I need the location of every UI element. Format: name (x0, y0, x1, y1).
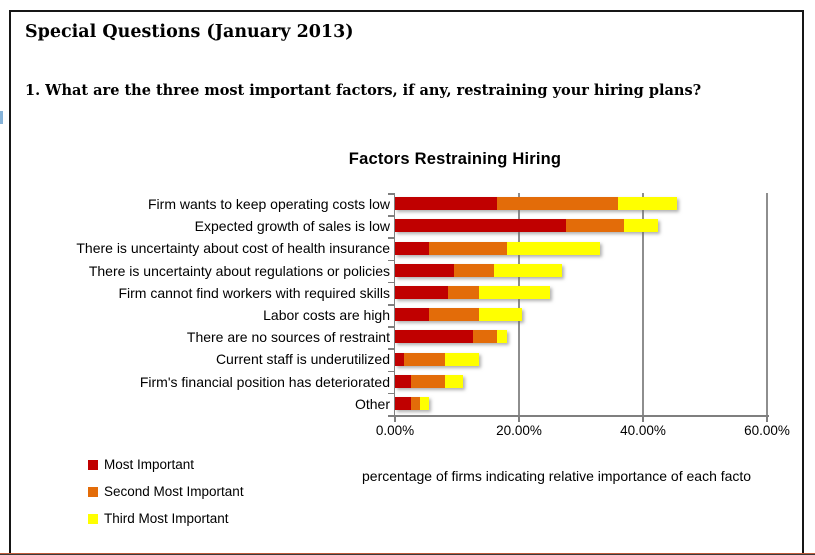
bar-segment (429, 241, 507, 255)
legend-item: Second Most Important (88, 478, 244, 505)
chart-title: Factors Restraining Hiring (348, 150, 562, 168)
category-label: There are no sources of restraint (186, 329, 390, 346)
bar-row (395, 393, 767, 415)
bar-segment (395, 308, 430, 322)
page-edge-artifact (0, 111, 3, 124)
y-axis-tick (388, 304, 395, 306)
gridline (518, 193, 520, 415)
bar-segment (472, 330, 498, 344)
x-axis-line (393, 415, 769, 417)
bar-row (395, 237, 767, 259)
bar-row (395, 326, 767, 348)
y-axis-tick (388, 348, 395, 350)
bar-segment (478, 308, 523, 322)
legend-item: Most Important (88, 451, 244, 478)
y-axis-tick (388, 193, 395, 195)
bar-segment (494, 263, 563, 277)
bar-segment (395, 352, 405, 366)
legend-item: Third Most Important (88, 505, 244, 532)
bar-segment (410, 374, 445, 388)
bar-segment (395, 330, 473, 344)
bar-segment (395, 197, 498, 211)
x-axis-tick (642, 417, 644, 422)
bar-row (395, 282, 767, 304)
bar-rows (395, 193, 767, 415)
y-axis-tick (388, 215, 395, 217)
question-text: 1. What are the three most important fac… (25, 82, 702, 99)
bar-segment (478, 285, 550, 299)
plot-area (395, 193, 768, 415)
bar-segment (410, 396, 420, 410)
x-axis-tick (518, 417, 520, 422)
x-axis-tick (394, 417, 396, 422)
bar-segment (395, 241, 430, 255)
bar-row (395, 193, 767, 215)
gridline (642, 193, 644, 415)
legend-label: Most Important (104, 457, 195, 472)
report-title: Special Questions (January 2013) (25, 22, 354, 42)
bar-segment (395, 285, 448, 299)
bar-segment (624, 219, 659, 233)
x-tick-label: 60.00% (744, 423, 790, 438)
bar-segment (395, 263, 454, 277)
bar-segment (453, 263, 495, 277)
legend-swatch (88, 459, 98, 470)
bar-segment (497, 330, 507, 344)
legend-swatch (88, 513, 98, 524)
category-label: Firm's financial position has deteriorat… (139, 373, 390, 390)
category-label: There is uncertainty about regulations o… (88, 262, 390, 279)
y-axis-tick (388, 281, 395, 284)
category-label: Expected growth of sales is low (194, 218, 390, 235)
chart-caption: percentage of firms indicating relative … (362, 468, 752, 484)
bar-segment (404, 352, 445, 366)
y-axis-tick (388, 237, 395, 239)
bar-segment (429, 308, 479, 322)
bar-segment (419, 396, 430, 410)
bar-segment (395, 374, 411, 388)
y-axis-tick (388, 326, 395, 328)
legend-label: Second Most Important (104, 484, 244, 499)
category-labels: Firm wants to keep operating costs low Ex… (15, 193, 390, 415)
bar-segment (444, 374, 464, 388)
x-tick-label: 20.00% (496, 423, 542, 438)
category-label: Current staff is underutilized (215, 351, 390, 368)
category-label: Labor costs are high (263, 306, 390, 323)
page-border (9, 10, 804, 555)
bar-segment (497, 197, 619, 211)
bar-segment (444, 352, 479, 366)
legend: Most Important Second Most Important Third… (88, 451, 244, 532)
x-tick-label: 0.00% (375, 423, 415, 438)
bar-row (395, 348, 767, 370)
bar-segment (618, 197, 678, 211)
y-axis-tick (388, 415, 395, 417)
y-axis-tick (388, 259, 395, 262)
bar-segment (447, 285, 479, 299)
legend-label: Third Most Important (104, 511, 229, 526)
category-label: Firm wants to keep operating costs low (148, 196, 390, 212)
legend-swatch (88, 486, 98, 497)
bar-segment (395, 396, 411, 410)
category-label: Firm cannot find workers with required s… (118, 284, 390, 301)
bar-row (395, 260, 767, 282)
x-axis-tick (766, 417, 768, 422)
bar-segment (506, 241, 600, 255)
x-tick-label: 40.00% (620, 423, 666, 438)
bar-row (395, 215, 767, 237)
bar-row (395, 304, 767, 326)
bar-segment (565, 219, 625, 233)
bar-segment (395, 219, 566, 233)
y-axis-tick (388, 370, 395, 373)
category-label: Other (354, 395, 390, 412)
y-axis-tick (388, 392, 395, 395)
bar-row (395, 371, 767, 393)
category-label: There is uncertainty about cost of healt… (76, 240, 390, 257)
gridline (766, 193, 768, 415)
